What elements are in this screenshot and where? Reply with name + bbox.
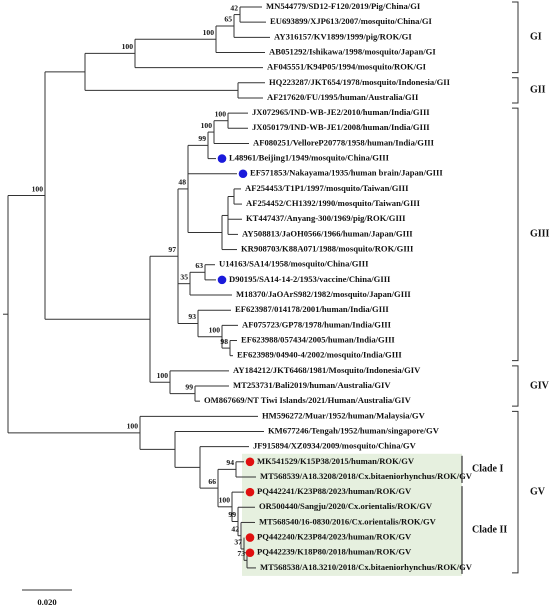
bootstrap-value: 100 <box>122 42 134 51</box>
subclade-label: Clade I <box>472 464 504 475</box>
leaf-label: MN544779/SD12-F120/2019/Pig/China/GI <box>266 1 421 11</box>
bootstrap-value: 100 <box>215 109 227 118</box>
bootstrap-value: 99 <box>228 510 236 519</box>
bootstrap-value: 94 <box>226 458 234 467</box>
leaf-label: AB051292/Ishikawa/1998/mosquito/Japan/GI <box>269 46 436 56</box>
clade-label: GI <box>530 32 542 43</box>
bootstrap-value: 37 <box>234 538 242 547</box>
bootstrap-value: 66 <box>208 477 216 486</box>
leaf-label: OR500440/Sangju/2020/Cx.orientalis/ROK/G… <box>259 501 433 511</box>
leaf-label: PQ442241/K23P88/2023/human/ROK/GV <box>257 486 412 496</box>
leaf-label: KR908703/K88A071/1988/mosquito/ROK/GIII <box>241 244 414 254</box>
leaf-label: KM677246/Tengah/1952/human/singapore/GV <box>268 425 440 435</box>
leaf-label: U14163/SA14/1958/mosquito/China/GIII <box>219 259 369 269</box>
clade-label: GIII <box>530 229 550 240</box>
bootstrap-value: 99 <box>185 382 193 391</box>
bootstrap-value: 100 <box>157 371 169 380</box>
clade-bracket <box>512 77 519 104</box>
leaf-label: MT568539/A18.3208/2018/Cx.bitaeniorhynch… <box>260 471 473 481</box>
marker-dot <box>217 154 227 163</box>
bootstrap-value: 99 <box>198 134 206 143</box>
bootstrap-value: 63 <box>195 261 203 270</box>
leaf-label: L48961/Beijing1/1949/mosquito/China/GIII <box>229 153 390 163</box>
leaf-label: AF254452/CH1392/1990/mosquito/Taiwan/GII… <box>246 198 421 208</box>
scale-bar-label: 0.020 <box>37 597 56 607</box>
bootstrap-value: 100 <box>127 422 139 431</box>
leaf-label: KT447437/Anyang-300/1969/pig/ROK/GIII <box>246 213 406 223</box>
clade-bracket <box>512 365 519 407</box>
leaf-label: JX072965/IND-WB-JE2/2010/human/India/GII… <box>252 107 430 117</box>
leaf-label: JX050179/IND-WB-JE1/2008/human/India/GII… <box>252 122 430 132</box>
bootstrap-value: 97 <box>168 245 176 254</box>
bootstrap-value: 42 <box>231 524 239 533</box>
clade-bracket <box>512 107 519 362</box>
clade-label: GIV <box>530 380 550 391</box>
marker-dot <box>245 487 255 497</box>
leaf-label: AF075723/GP78/1978/human/India/GIII <box>242 319 392 329</box>
marker-dot <box>245 548 255 558</box>
leaf-label: JF915894/XZ0934/2009/mosquito/China/GV <box>253 441 417 451</box>
bootstrap-value: 48 <box>178 178 186 187</box>
leaf-label: EF623987/014178/2001/human/India/GIII <box>235 304 389 314</box>
leaf-label: AF254453/T1P1/1997/mosquito/Taiwan/GIII <box>245 183 409 193</box>
leaf-label: EF623988/057434/2005/human/India/GIII <box>241 334 395 344</box>
clade-highlight <box>242 453 462 576</box>
leaf-label: MT253731/Bali2019/human/Australia/GIV <box>233 380 391 390</box>
clade-bracket <box>512 1 519 74</box>
clade-label: GII <box>530 85 546 96</box>
leaf-label: HM596272/Muar/1952/human/Malaysia/GV <box>262 410 426 420</box>
bootstrap-value: 73 <box>237 549 245 558</box>
leaf-label: AY508813/JaOH0566/1966/human/Japan/GIII <box>242 228 413 238</box>
bootstrap-value: 100 <box>209 325 221 334</box>
leaf-label: PQ442239/K18P80/2018/human/ROK/GV <box>257 547 412 557</box>
bootstrap-value: 65 <box>224 15 232 24</box>
leaf-label: AF045551/K94P05/1994/mosquito/ROK/GI <box>267 62 427 72</box>
leaf-label: MK541529/K15P38/2015/human/ROK/GV <box>257 456 415 466</box>
bootstrap-value: 100 <box>219 496 231 505</box>
leaf-label: OM867669/NT Tiwi Islands/2021/Human/Aust… <box>204 395 412 405</box>
bootstrap-value: 100 <box>32 184 44 193</box>
leaf-label: AY184212/JKT6468/1981/Mosquito/Indonesia… <box>233 365 421 375</box>
subclade-label: Clade II <box>472 524 507 535</box>
bootstrap-value: 35 <box>180 272 188 281</box>
leaf-label: MT568538/A18.3210/2018/Cx.bitaeniorhynch… <box>260 562 473 572</box>
marker-dot <box>238 169 248 179</box>
leaf-label: AF080251/VelloreP20778/1958/human/India/… <box>253 137 435 147</box>
leaf-label: D90195/SA14-14-2/1953/vaccine/China/GIII <box>229 274 391 284</box>
leaf-label: AY316157/KV1899/1999/pig/ROK/GI <box>274 31 412 41</box>
bootstrap-value: 98 <box>220 337 228 346</box>
leaf-label: EF623989/04940-4/2002/mosquito/India/GII… <box>237 350 402 360</box>
bootstrap-value: 100 <box>201 121 213 130</box>
leaf-label: HQ223287/JKT654/1978/mosquito/Indonesia/… <box>269 77 451 87</box>
leaf-label: AF217620/FU/1995/human/Australia/GII <box>267 92 419 102</box>
marker-dot <box>245 533 255 542</box>
leaf-label: EF571853/Nakayama/1935/human brain/Japan… <box>250 168 443 178</box>
leaf-label: EU693899/XJP613/2007/mosquito/China/GI <box>270 16 433 26</box>
bootstrap-value: 42 <box>230 3 238 12</box>
marker-dot <box>245 457 255 467</box>
leaf-label: M18370/JaOArS982/1982/mosquito/Japan/GII… <box>236 289 411 299</box>
marker-dot <box>217 275 227 285</box>
leaf-label: PQ442240/K23P84/2023/human/ROK/GV <box>257 532 412 542</box>
bootstrap-value: 100 <box>203 28 215 37</box>
bootstrap-value: 93 <box>188 312 196 321</box>
leaf-label: MT568540/16-0830/2016/Cx.orientalis/ROK/… <box>259 516 437 526</box>
clade-bracket <box>512 410 519 574</box>
clade-label: GV <box>530 486 546 497</box>
